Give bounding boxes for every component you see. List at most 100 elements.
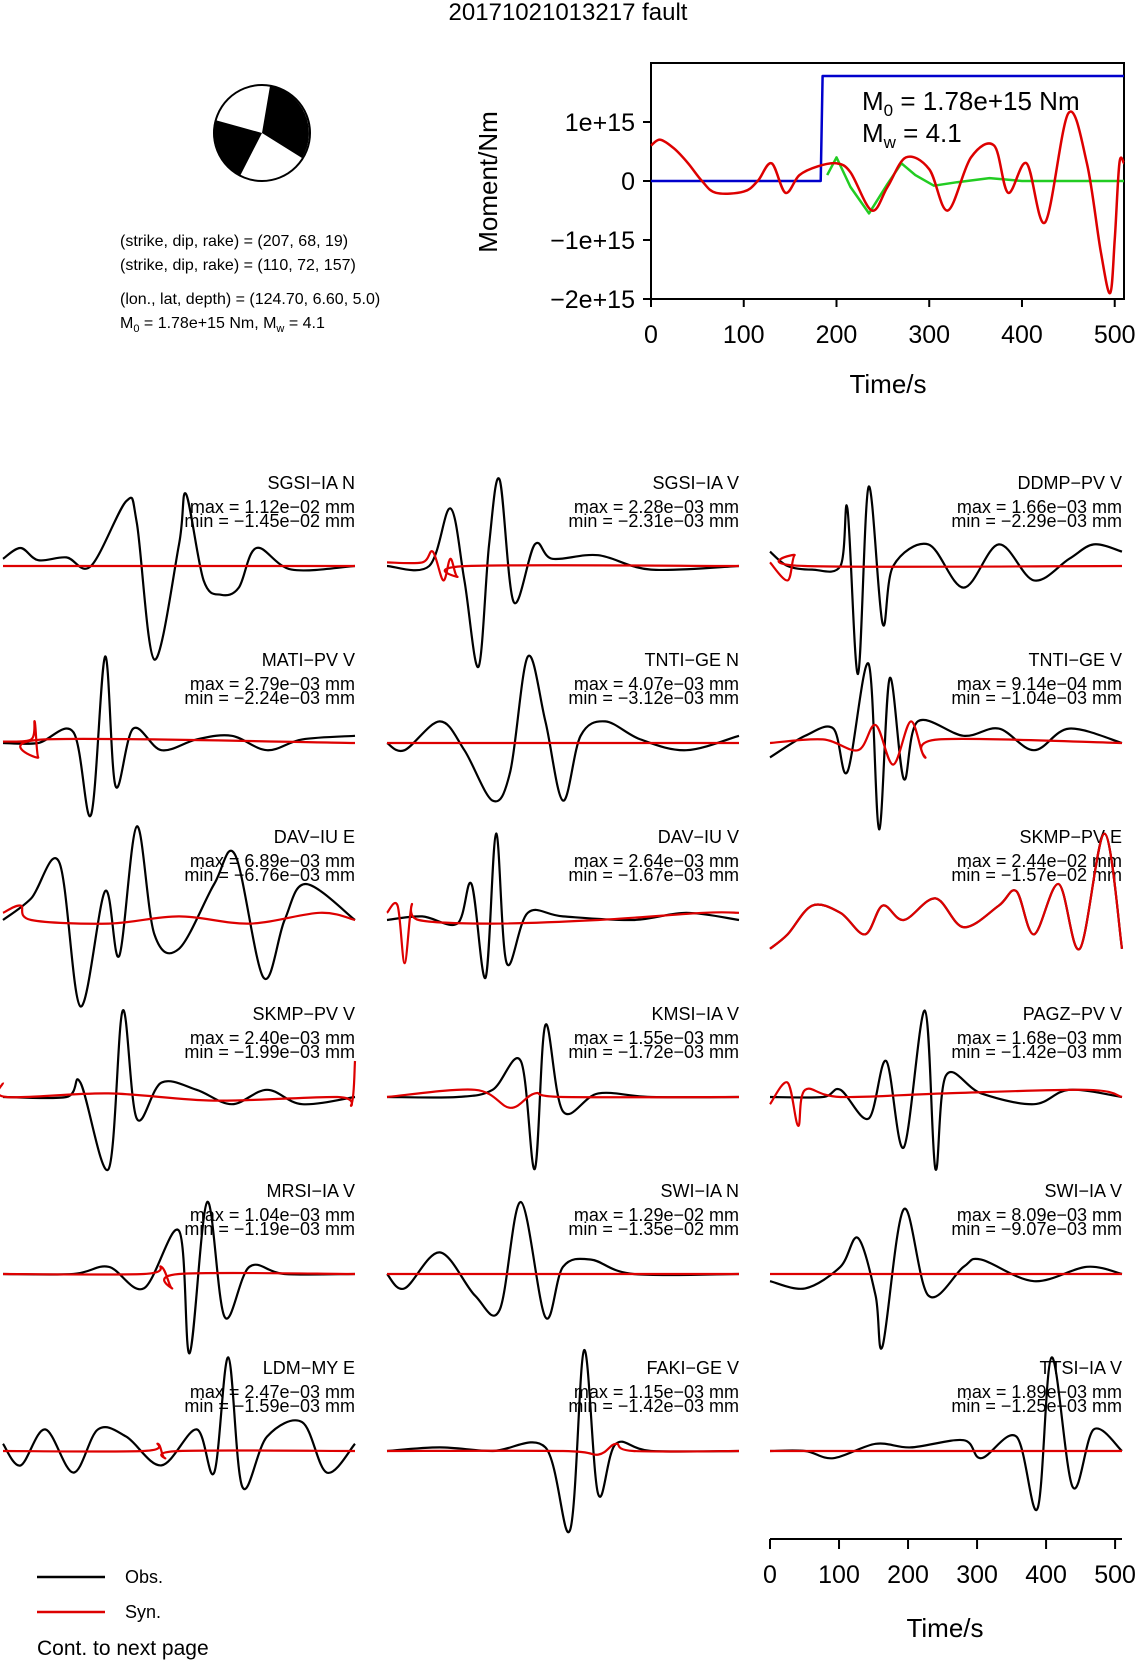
waveform-max-label: max = 4.07e−03 mm [574, 674, 739, 694]
waveform-max-label: max = 1.68e−03 mm [957, 1028, 1122, 1048]
waveform-max-label: max = 1.55e−03 mm [574, 1028, 739, 1048]
waveform-max-label: max = 2.47e−03 mm [190, 1382, 355, 1402]
synthetic-trace [386, 901, 740, 965]
observed-trace [769, 1208, 1123, 1350]
synthetic-trace [769, 720, 1123, 766]
observed-trace [769, 1356, 1123, 1512]
waveform-min-label: min = −1.42e−03 mm [568, 1396, 739, 1416]
waveform-max-label: max = 1.15e−03 mm [574, 1382, 739, 1402]
waveform-max-label: max = 8.09e−03 mm [957, 1205, 1122, 1225]
waveform-station-label: SWI−IA V [1044, 1181, 1122, 1201]
waveform-min-label: min = −1.04e−03 mm [951, 688, 1122, 708]
waveform-station-label: MRSI−IA V [266, 1181, 355, 1201]
waveform-station-label: SWI−IA N [660, 1181, 739, 1201]
observed-trace [386, 1023, 740, 1171]
waveform-min-label: min = −1.57e−02 mm [951, 865, 1122, 885]
waveform-station-label: PAGZ−PV V [1023, 1004, 1122, 1024]
moment-xtick-label: 200 [816, 321, 858, 349]
waveform-min-label: min = −2.24e−03 mm [184, 688, 355, 708]
waveform-min-label: min = −1.19e−03 mm [184, 1219, 355, 1239]
observed-trace [769, 1009, 1123, 1171]
waveform-min-label: min = −9.07e−03 mm [951, 1219, 1122, 1239]
waveform-max-label: max = 6.89e−03 mm [190, 851, 355, 871]
waveform-max-label: max = 9.14e−04 mm [957, 674, 1122, 694]
legend-syn-label: Syn. [125, 1602, 161, 1622]
moment-rate-series [650, 110, 1126, 295]
synthetic-trace [0, 1060, 357, 1107]
observed-trace [2, 825, 356, 1008]
bottom-xtick-label: 100 [818, 1561, 860, 1589]
waveform-station-label: TTSI−IA V [1039, 1358, 1122, 1378]
waveform-max-label: max = 2.44e−02 mm [957, 851, 1122, 871]
moment-xtick-label: 400 [1001, 321, 1043, 349]
moment-xtick-label: 300 [908, 321, 950, 349]
focal-moment: M0 = 1.78e+15 Nm, Mw = 4.1 [120, 315, 325, 335]
waveform-min-label: min = −2.31e−03 mm [568, 511, 739, 531]
moment-rate-chart: Moment/Nm Time/s M0 = 1.78e+15 Nm Mw = 4… [473, 62, 1136, 399]
bottom-xlabel: Time/s [906, 1613, 983, 1643]
waveform-min-label: min = −6.76e−03 mm [184, 865, 355, 885]
synthetic-trace [386, 1442, 740, 1456]
waveform-max-label: max = 1.12e−02 mm [190, 497, 355, 517]
bottom-xtick-label: 400 [1025, 1561, 1067, 1589]
waveform-min-label: min = −3.12e−03 mm [568, 688, 739, 708]
moment-ytick-label: 1e+15 [565, 109, 635, 137]
moment-xtick-label: 500 [1094, 321, 1136, 349]
waveform-max-label: max = 2.28e−03 mm [574, 497, 739, 517]
waveform-min-label: min = −1.25e−03 mm [951, 1396, 1122, 1416]
synthetic-trace [769, 553, 1123, 582]
waveform-station-label: SKMP−PV E [1019, 827, 1122, 847]
waveform-station-label: DAV−IU V [658, 827, 739, 847]
observed-trace [386, 477, 740, 668]
waveform-max-label: max = 1.89e−03 mm [957, 1382, 1122, 1402]
legend-obs-label: Obs. [125, 1567, 163, 1587]
bottom-xtick-label: 200 [887, 1561, 929, 1589]
waveform-station-label: SKMP−PV V [252, 1004, 355, 1024]
moment-ytick-label: 0 [621, 168, 635, 196]
waveform-min-label: min = −1.42e−03 mm [951, 1042, 1122, 1062]
moment-ytick-label: −2e+15 [550, 286, 635, 314]
observed-trace [769, 662, 1123, 831]
synthetic-trace [769, 1081, 1123, 1127]
synthetic-trace [2, 1442, 356, 1460]
moment-ytick-label: −1e+15 [550, 227, 635, 255]
waveform-min-label: min = −1.59e−03 mm [184, 1396, 355, 1416]
moment-ylabel: Moment/Nm [473, 111, 503, 253]
moment-source-rate-series [826, 156, 1124, 215]
observed-trace [2, 1356, 356, 1491]
waveform-station-label: KMSI−IA V [651, 1004, 739, 1024]
bottom-time-axis: Time/s 0 100 200 300 400 500 [763, 1538, 1136, 1643]
observed-trace [386, 654, 740, 803]
continued-note: Cont. to next page [37, 1637, 209, 1660]
beachball [213, 84, 311, 182]
waveform-station-label: TNTI−GE N [644, 650, 739, 670]
focal-plane-2: (strike, dip, rake) = (110, 72, 157) [120, 257, 356, 274]
figure-title: 20171021013217 fault [449, 0, 688, 26]
synthetic-trace [386, 550, 740, 582]
waveform-min-label: min = −1.72e−03 mm [568, 1042, 739, 1062]
observed-trace [2, 492, 356, 661]
synthetic-trace [2, 1265, 356, 1290]
waveform-max-label: max = 2.64e−03 mm [574, 851, 739, 871]
moment-xtick-label: 0 [644, 321, 658, 349]
moment-annot-mw: Mw = 4.1 [862, 118, 962, 152]
waveform-station-label: LDM−MY E [263, 1358, 355, 1378]
waveform-min-label: min = −1.45e−02 mm [184, 511, 355, 531]
synthetic-trace [2, 904, 356, 925]
